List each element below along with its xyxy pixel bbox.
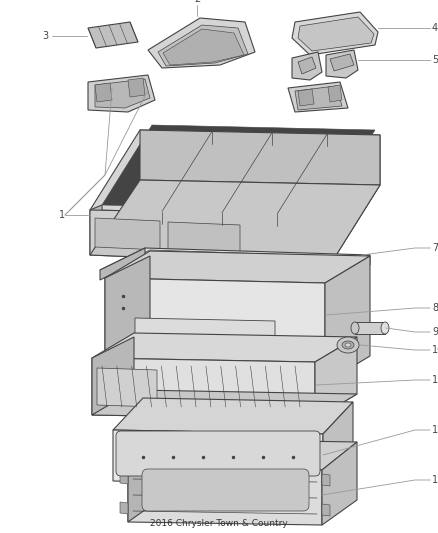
Polygon shape (298, 57, 316, 74)
Polygon shape (158, 25, 248, 66)
Polygon shape (295, 86, 342, 110)
Polygon shape (292, 52, 322, 80)
Polygon shape (128, 439, 357, 470)
Polygon shape (120, 472, 128, 484)
Polygon shape (285, 378, 300, 398)
Polygon shape (105, 278, 325, 383)
Text: 2: 2 (194, 0, 200, 4)
Polygon shape (168, 222, 240, 252)
Polygon shape (328, 85, 342, 102)
Polygon shape (320, 255, 370, 287)
Text: 4: 4 (432, 23, 438, 33)
Polygon shape (120, 502, 128, 514)
Ellipse shape (342, 341, 354, 349)
Polygon shape (92, 337, 134, 415)
Polygon shape (288, 82, 348, 112)
Polygon shape (128, 467, 322, 525)
Polygon shape (113, 398, 353, 434)
Polygon shape (355, 322, 385, 334)
Polygon shape (205, 378, 220, 398)
Ellipse shape (381, 322, 389, 334)
Text: 5: 5 (432, 55, 438, 65)
Ellipse shape (351, 322, 359, 334)
Polygon shape (298, 89, 314, 106)
Polygon shape (90, 130, 380, 215)
Polygon shape (163, 29, 244, 65)
Polygon shape (245, 378, 260, 398)
Polygon shape (90, 210, 330, 265)
Text: 8: 8 (432, 303, 438, 313)
Polygon shape (95, 79, 150, 108)
Polygon shape (95, 218, 160, 250)
Polygon shape (135, 318, 275, 343)
Polygon shape (105, 256, 150, 378)
Polygon shape (325, 256, 370, 383)
FancyBboxPatch shape (116, 431, 320, 476)
Polygon shape (330, 135, 380, 265)
Polygon shape (90, 205, 102, 255)
Polygon shape (298, 17, 374, 51)
Polygon shape (100, 248, 145, 280)
Ellipse shape (337, 337, 359, 353)
Polygon shape (105, 251, 370, 283)
Polygon shape (90, 180, 380, 265)
Polygon shape (315, 337, 357, 419)
FancyBboxPatch shape (142, 469, 309, 511)
Polygon shape (113, 430, 323, 485)
Polygon shape (88, 75, 155, 112)
Polygon shape (322, 442, 357, 525)
Polygon shape (322, 504, 330, 516)
Polygon shape (92, 358, 315, 419)
Polygon shape (140, 130, 380, 185)
Text: 11: 11 (432, 375, 438, 385)
Polygon shape (102, 125, 375, 210)
Polygon shape (165, 378, 180, 398)
Text: 3: 3 (42, 31, 48, 41)
Polygon shape (92, 333, 357, 362)
Polygon shape (95, 83, 112, 102)
Polygon shape (330, 54, 354, 71)
Text: 9: 9 (432, 327, 438, 337)
Text: 13: 13 (432, 475, 438, 485)
Polygon shape (100, 248, 370, 277)
Polygon shape (128, 439, 163, 522)
Polygon shape (322, 474, 330, 486)
Polygon shape (292, 12, 378, 55)
Polygon shape (125, 378, 140, 398)
Text: 12: 12 (432, 425, 438, 435)
Polygon shape (128, 78, 145, 97)
Polygon shape (88, 22, 138, 48)
Text: 10: 10 (432, 345, 438, 355)
Polygon shape (110, 250, 362, 275)
Polygon shape (92, 390, 357, 419)
Text: 1: 1 (59, 210, 65, 220)
Polygon shape (97, 368, 157, 407)
Ellipse shape (345, 343, 351, 347)
Polygon shape (148, 18, 255, 68)
Text: 7: 7 (432, 243, 438, 253)
Polygon shape (326, 50, 358, 78)
Text: 2016 Chrysler Town & Country: 2016 Chrysler Town & Country (150, 519, 288, 528)
Polygon shape (323, 402, 353, 485)
